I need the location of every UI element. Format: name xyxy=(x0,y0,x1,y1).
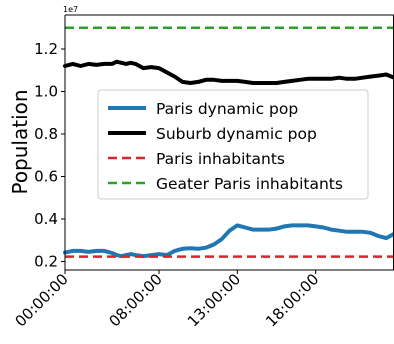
series-line-1 xyxy=(63,59,394,85)
y-tick-label: 0.6 xyxy=(34,168,58,186)
legend: Paris dynamic pop Suburb dynamic pop Paris… xyxy=(97,89,369,200)
legend-label: Paris inhabitants xyxy=(156,150,285,168)
y-tick-label: 0.8 xyxy=(34,125,58,143)
x-tick-label: 08:00:00 xyxy=(105,270,165,330)
legend-label: Paris dynamic pop xyxy=(156,100,298,118)
y-tick-label: 0.4 xyxy=(34,210,58,228)
y-tick-label: 0.2 xyxy=(34,253,58,271)
legend-box xyxy=(97,89,369,200)
legend-label: Suburb dynamic pop xyxy=(156,125,317,143)
x-tick-label: 18:00:00 xyxy=(262,270,322,330)
y-axis-label: Population xyxy=(8,89,32,194)
x-tick-label: 13:00:00 xyxy=(184,270,244,330)
series-line-0 xyxy=(63,223,394,259)
y-offset-label: 1e7 xyxy=(63,5,78,14)
x-tick-label: 00:00:00 xyxy=(11,270,71,330)
legend-label: Geater Paris inhabitants xyxy=(156,175,343,193)
y-tick-label: 1.2 xyxy=(34,40,58,58)
series-layer xyxy=(63,26,394,259)
y-tick-label: 1.0 xyxy=(34,83,58,101)
